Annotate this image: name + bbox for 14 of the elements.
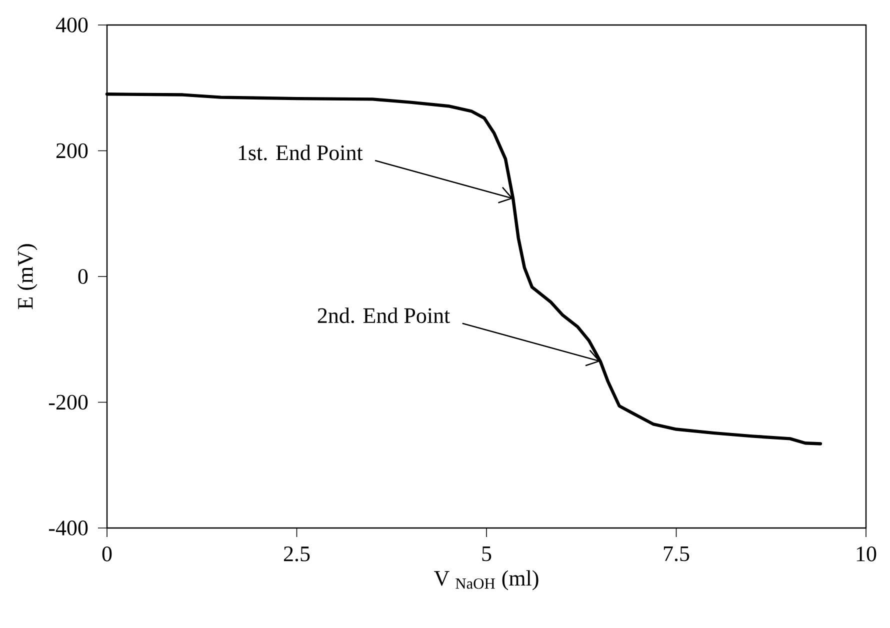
annotation: 1st. End Point (238, 144, 363, 160)
x-tick-label: 7.5 (664, 546, 690, 562)
y-axis-title: E (mV) (17, 244, 38, 310)
y-tick-label: 400 (56, 18, 88, 32)
annotation: 2nd. End Point (318, 308, 450, 324)
y-tick-label: 0 (78, 269, 88, 284)
x-tick-label: 2.5 (284, 546, 310, 562)
x-tick-label: 5 (482, 546, 492, 562)
y-tick-label: -400 (48, 520, 88, 536)
x-tick-label: 0 (102, 546, 112, 562)
x-axis-title: V $_{NaOH}$ (ml) (434, 570, 538, 590)
x-tick-label: 10 (856, 546, 876, 562)
y-tick-label: 200 (56, 143, 88, 158)
y-tick-label: -200 (48, 394, 88, 410)
